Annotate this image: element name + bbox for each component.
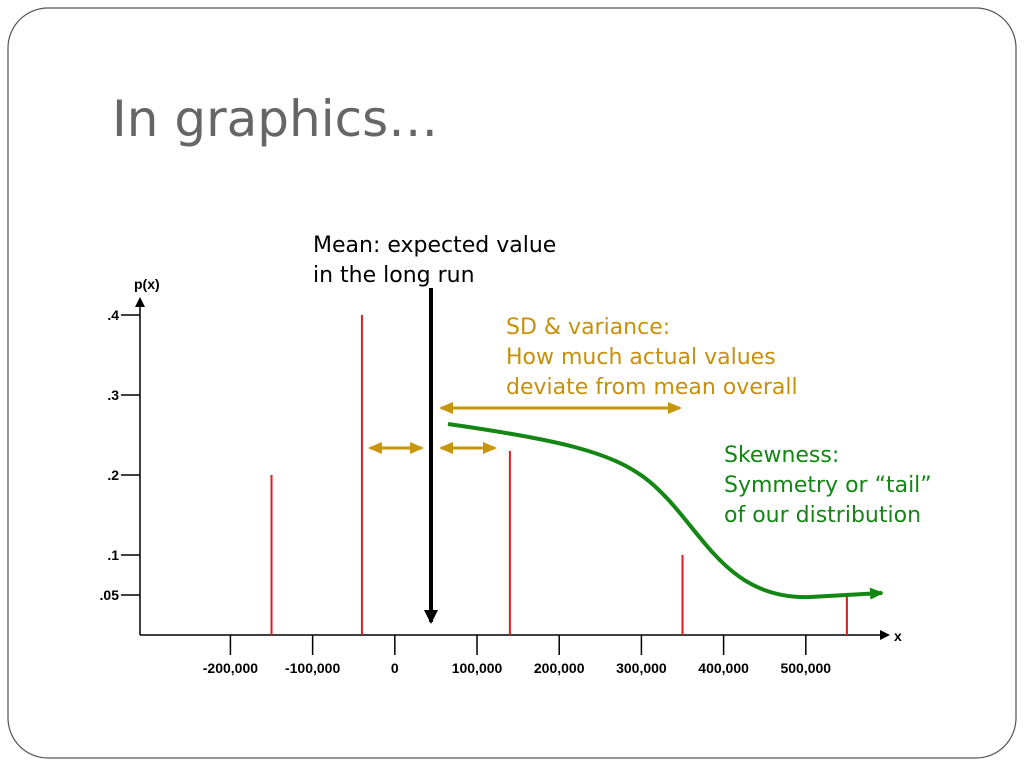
annotation: Skewness: [724, 443, 839, 468]
x-tick-label: 300,000 [616, 660, 667, 676]
y-tick-label: .1 [107, 547, 119, 563]
slide-frame [7, 7, 1017, 759]
x-tick-label: -100,000 [285, 660, 340, 676]
annotation: How much actual values [506, 345, 776, 370]
x-tick-label: 100,000 [452, 660, 503, 676]
skew-curve [447, 422, 884, 600]
y-tick-label: .2 [107, 467, 119, 483]
x-tick-label: -200,000 [203, 660, 258, 676]
chart: x p(x) .05 .1 .2 .3 .4 -200,000 -100,000 0 100,000… [100, 276, 902, 676]
x-axis-label: x [894, 628, 902, 644]
annotation: Symmetry or “tail” [724, 473, 932, 498]
annotation: Mean: expected value [313, 233, 556, 258]
y-tick-label: .4 [107, 307, 119, 323]
y-tick-label: .3 [107, 387, 119, 403]
y-axis-label: p(x) [134, 276, 160, 292]
annotation: deviate from mean overall [506, 375, 798, 400]
slide-title: In graphics… [112, 90, 438, 148]
annotation: of our distribution [724, 503, 921, 528]
x-tick-label: 0 [391, 660, 399, 676]
x-tick-label: 500,000 [780, 660, 831, 676]
annotation: in the long run [313, 263, 475, 288]
x-tick-label: 400,000 [698, 660, 749, 676]
annotation: SD & variance: [506, 315, 670, 340]
y-tick-label: .05 [100, 587, 120, 603]
x-tick-label: 200,000 [534, 660, 585, 676]
